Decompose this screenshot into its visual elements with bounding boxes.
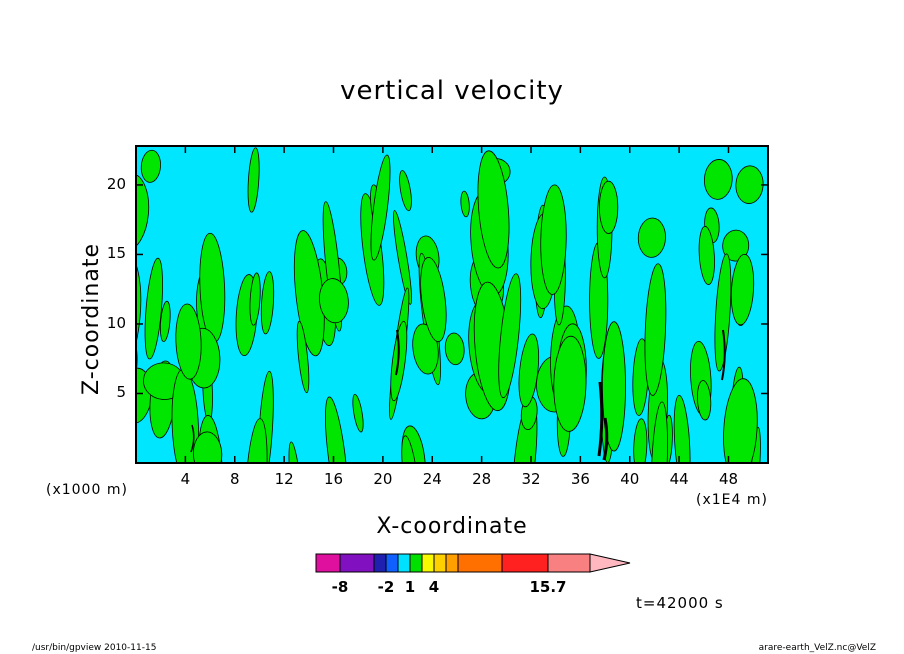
contour-blob-10 <box>140 149 161 183</box>
y-tick-label: 20 <box>106 174 126 193</box>
colorbar-swatch-3 <box>385 553 399 573</box>
y-tick-label: 15 <box>106 244 126 263</box>
colorbar-swatch-7 <box>433 553 447 573</box>
y-unit-label: (x1000 m) <box>46 482 128 498</box>
contour-blob-18 <box>175 303 202 380</box>
contour-blob-47 <box>420 257 447 342</box>
contour-blob-32 <box>318 278 349 324</box>
streak-4 <box>190 424 195 453</box>
contour-blob-56 <box>477 150 510 269</box>
colorbar-swatch-10 <box>501 553 549 573</box>
plot-area <box>135 145 769 464</box>
x-axis-ticks <box>184 146 730 463</box>
contour-blob-38 <box>352 393 364 433</box>
contour-blob-24 <box>260 271 275 335</box>
time-label: t=42000 s <box>636 594 724 612</box>
contour-blob-68 <box>553 335 587 432</box>
x-tick-label: 48 <box>718 470 739 488</box>
x-tick-label: 44 <box>669 470 689 488</box>
contour-blob-93 <box>730 253 755 326</box>
contour-blob-45 <box>401 435 420 463</box>
contour-blob-81 <box>637 217 666 258</box>
plot-background <box>136 146 768 463</box>
contour-blob-22 <box>247 147 260 213</box>
footer-right: arare-earth_VelZ.nc@VelZ <box>758 643 876 653</box>
contour-blob-0 <box>136 173 150 251</box>
colorbar-swatch-6 <box>421 553 435 573</box>
colorbar-swatch-8 <box>445 553 459 573</box>
contour-blob-53 <box>444 332 465 366</box>
x-tick-label: 16 <box>323 470 344 488</box>
contour-blob-75 <box>602 321 626 452</box>
colorbar-swatch-0 <box>315 553 341 573</box>
streak-1 <box>602 417 609 461</box>
contour-blob-26 <box>288 441 304 463</box>
contour-blob-3 <box>144 257 163 360</box>
contour-blob-19 <box>192 431 223 463</box>
contour-blob-90 <box>714 253 732 372</box>
streak-3 <box>721 329 726 381</box>
x-tick-label: 32 <box>521 470 541 488</box>
contour-blob-70 <box>540 184 567 295</box>
contour-blob-60 <box>518 333 540 408</box>
colorbar-label: 4 <box>428 578 440 596</box>
strong-updraft-streaks <box>190 329 726 461</box>
x-tick-label: 20 <box>373 470 393 488</box>
x-tick-label: 4 <box>180 470 191 488</box>
y-axis-ticks <box>136 184 768 395</box>
contour-blob-80 <box>650 401 668 463</box>
contour-blob-78 <box>633 418 648 463</box>
contour-blob-82 <box>644 263 667 396</box>
contour-blob-31 <box>296 320 310 394</box>
colorbar-swatch-5 <box>409 553 423 573</box>
contour-blob-51 <box>460 190 470 218</box>
colorbar-swatch-1 <box>339 553 375 573</box>
plot-frame <box>135 145 769 464</box>
y-tick-label: 10 <box>106 313 126 332</box>
colorbar <box>315 553 631 573</box>
colorbar-label: -8 <box>331 578 349 596</box>
contour-blob-89 <box>722 229 750 262</box>
contour-blob-87 <box>698 226 715 285</box>
contour-blob-2 <box>136 251 142 378</box>
colorbar-label: 1 <box>404 578 416 596</box>
x-axis-label: X-coordinate <box>376 514 528 539</box>
contour-regions <box>136 147 764 463</box>
streak-0 <box>597 381 604 457</box>
x-tick-label: 36 <box>570 470 590 488</box>
contour-blob-36 <box>393 210 412 305</box>
streak-2 <box>395 329 400 376</box>
colorbar-label: -2 <box>377 578 395 596</box>
contour-blob-58 <box>498 273 522 399</box>
colorbar-extend-triangle <box>589 553 631 573</box>
contour-blob-83 <box>673 394 691 463</box>
x-tick-label: 24 <box>422 470 442 488</box>
colorbar-swatch-4 <box>397 553 411 573</box>
contour-blob-35 <box>325 396 348 463</box>
chart-title: vertical velocity <box>340 76 564 106</box>
y-tick-label: 5 <box>116 383 126 402</box>
contour-blob-21 <box>245 418 268 463</box>
x-tick-label: 12 <box>274 470 294 488</box>
colorbar-label: 15.7 <box>529 578 567 596</box>
contour-blob-4 <box>160 300 171 343</box>
footer-left: /usr/bin/gpview 2010-11-15 <box>32 643 157 653</box>
contour-blob-25 <box>249 272 261 326</box>
x-unit-label: (x1E4 m) <box>696 492 768 508</box>
contour-blob-74 <box>598 180 619 234</box>
contour-blob-85 <box>696 380 712 421</box>
colorbar-swatch-2 <box>373 553 387 573</box>
contour-blob-37 <box>399 170 412 212</box>
x-tick-label: 8 <box>229 470 240 488</box>
contour-blob-41 <box>370 154 391 261</box>
colorbar-swatch-11 <box>547 553 591 573</box>
x-tick-label: 40 <box>620 470 640 488</box>
contour-blob-95 <box>703 159 733 200</box>
contour-blob-94 <box>723 378 758 463</box>
colorbar-swatch-9 <box>457 553 503 573</box>
x-tick-label: 28 <box>472 470 492 488</box>
